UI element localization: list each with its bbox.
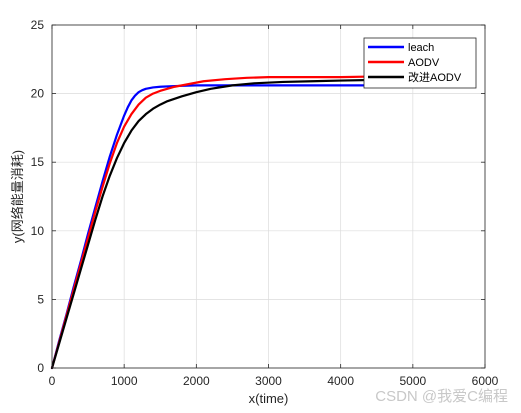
legend-label: 改进AODV	[408, 70, 462, 84]
series-line-2	[50, 74, 400, 370]
x-axis-label: x(time)	[249, 391, 289, 406]
x-tick-label: 4000	[327, 374, 354, 388]
x-tick-label: 2000	[183, 374, 210, 388]
y-tick-label: 25	[31, 18, 45, 32]
y-tick-label: 20	[31, 87, 45, 101]
x-tick-label: 1000	[111, 374, 138, 388]
y-axis-label: y(网络能量消耗)	[10, 150, 25, 243]
y-tick-label: 5	[37, 292, 44, 306]
y-tick-label: 10	[31, 224, 45, 238]
ticks: 0 1000 2000 3000 4000 5000 6000 0 5 10 15 20 25	[31, 18, 499, 388]
y-tick-label: 0	[37, 361, 44, 375]
x-tick-label: 0	[49, 374, 56, 388]
legend-label: AODV	[408, 57, 440, 69]
y-tick-label: 15	[31, 155, 45, 169]
series-layer	[50, 74, 400, 370]
x-tick-label: 6000	[472, 374, 499, 388]
x-tick-label: 5000	[399, 374, 426, 388]
x-tick-label: 3000	[255, 374, 282, 388]
legend-label: leach	[408, 42, 434, 54]
watermark-text: CSDN @我爱C编程	[375, 388, 508, 405]
series-line-3	[50, 78, 400, 370]
